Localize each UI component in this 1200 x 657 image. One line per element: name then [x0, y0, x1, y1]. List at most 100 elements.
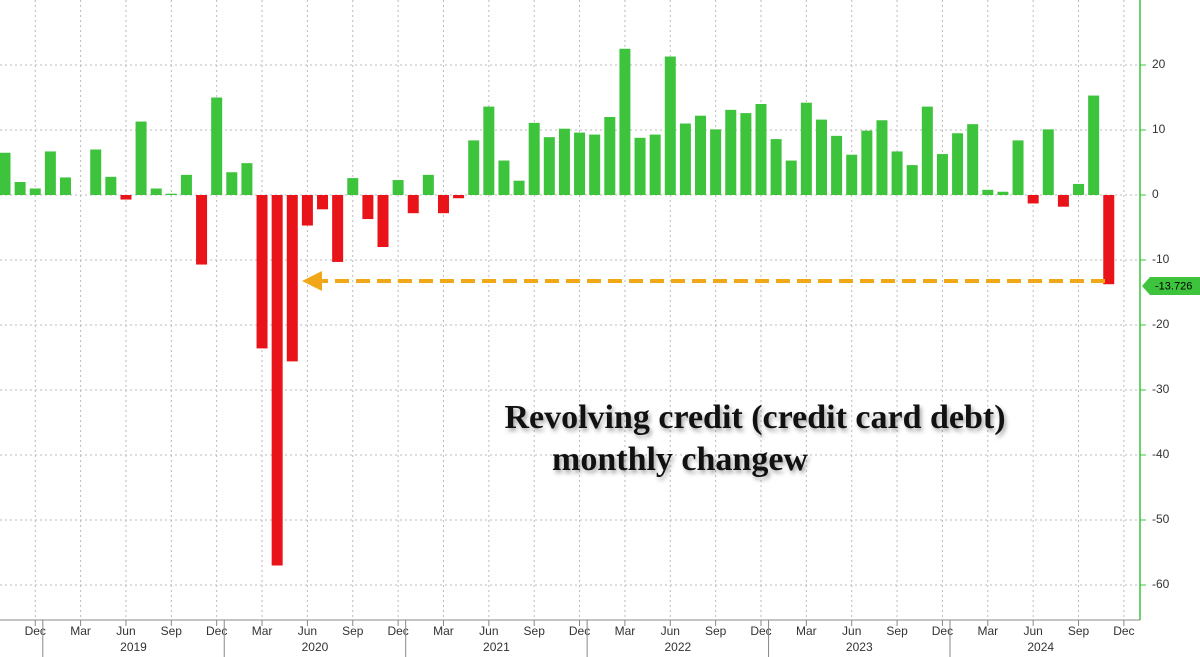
bar [891, 151, 903, 195]
bar [165, 193, 177, 195]
bar [861, 130, 873, 195]
x-tick-label: Dec [750, 624, 771, 638]
bar [725, 109, 737, 195]
bar [513, 180, 525, 195]
y-tick-label: -40 [1152, 447, 1170, 461]
y-tick-label: 10 [1152, 122, 1166, 136]
x-tick-label: Sep [886, 624, 908, 638]
year-label: 2024 [1027, 640, 1054, 654]
year-label: 2020 [302, 640, 329, 654]
last-value-box [1142, 277, 1200, 295]
bar [377, 195, 389, 247]
bar [14, 182, 26, 195]
y-tick-label: -20 [1152, 317, 1170, 331]
bar [0, 152, 11, 195]
bar [952, 133, 964, 195]
year-label: 2019 [120, 640, 147, 654]
bar [770, 139, 782, 195]
bar [483, 106, 495, 195]
bar [740, 113, 752, 195]
bar [1073, 183, 1085, 195]
bar [317, 195, 329, 210]
bar [997, 191, 1009, 195]
bar [226, 172, 238, 195]
arrow [302, 271, 1105, 291]
year-label: 2023 [846, 640, 873, 654]
x-tick-label: Dec [206, 624, 227, 638]
bar [679, 123, 691, 195]
x-tick-label: Jun [661, 624, 680, 638]
bar [634, 137, 646, 195]
bar [256, 195, 268, 349]
bar [921, 106, 933, 195]
x-tick-label: Dec [1113, 624, 1134, 638]
bar [241, 163, 253, 195]
bar [1057, 195, 1069, 207]
bar [1027, 195, 1039, 204]
y-tick-label: -10 [1152, 252, 1170, 266]
x-tick-label: Dec [387, 624, 408, 638]
bar [362, 195, 374, 220]
bar [876, 120, 888, 195]
bars [0, 48, 1115, 566]
x-tick-label: Jun [1023, 624, 1042, 638]
x-tick-label: Mar [252, 624, 273, 638]
year-label: 2022 [664, 640, 691, 654]
x-tick-label: Jun [479, 624, 498, 638]
bar [468, 140, 480, 195]
bar [453, 195, 465, 199]
x-tick-label: Sep [524, 624, 546, 638]
bar [29, 188, 41, 195]
bar [846, 154, 858, 195]
bar [1012, 140, 1024, 195]
bar [543, 137, 555, 195]
bar [558, 128, 570, 195]
annotation: monthly changew [552, 441, 808, 478]
x-tick-label: Sep [342, 624, 364, 638]
bar [44, 151, 56, 195]
bar [574, 132, 586, 195]
bar [755, 104, 767, 195]
bar [498, 160, 510, 195]
x-tick-label: Mar [70, 624, 91, 638]
bar [906, 165, 918, 195]
bar [211, 97, 223, 195]
bar [437, 195, 449, 214]
x-tick-label: Jun [842, 624, 861, 638]
y-tick-label: -60 [1152, 577, 1170, 591]
bar [90, 149, 102, 195]
x-tick-label: Dec [25, 624, 46, 638]
bar [528, 122, 540, 195]
bar [800, 102, 812, 195]
bar [301, 195, 313, 226]
bar [982, 189, 994, 195]
bar [150, 188, 162, 195]
bar [407, 195, 419, 214]
last-value-label: -13.726 [1155, 280, 1192, 292]
x-tick-label: Mar [615, 624, 636, 638]
x-tick-label: Jun [298, 624, 317, 638]
bar [422, 174, 434, 195]
bar [271, 195, 283, 566]
x-tick-label: Sep [161, 624, 183, 638]
bar [1042, 129, 1054, 195]
bar [1103, 195, 1115, 285]
bar [815, 119, 827, 195]
bar [831, 135, 843, 195]
y-tick-label: 0 [1152, 187, 1159, 201]
bar [180, 174, 192, 195]
x-tick-label: Sep [705, 624, 727, 638]
x-tick-label: Dec [932, 624, 953, 638]
year-label: 2021 [483, 640, 510, 654]
bar [347, 178, 359, 195]
bar [332, 195, 344, 262]
arrow-head [302, 271, 322, 291]
y-tick-label: 20 [1152, 57, 1166, 71]
bar [619, 48, 631, 195]
x-tick-label: Jun [116, 624, 135, 638]
bar [286, 195, 298, 362]
bar [120, 195, 132, 200]
bar [967, 124, 979, 195]
